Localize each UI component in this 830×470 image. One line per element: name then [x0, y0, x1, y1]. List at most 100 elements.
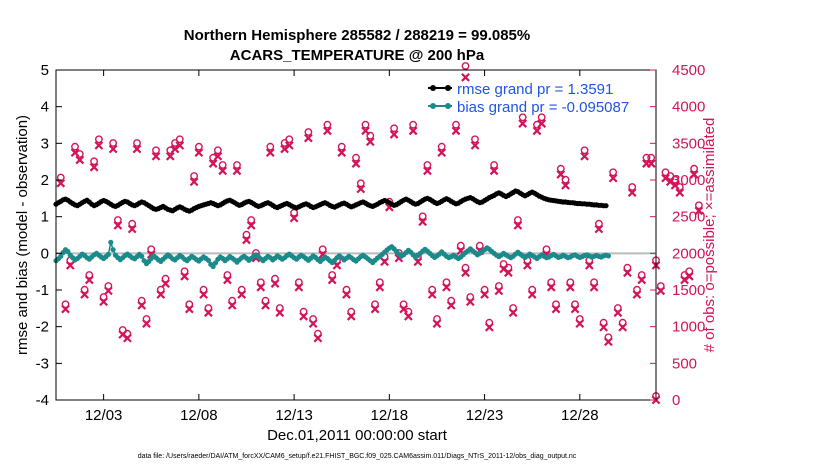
obs-assimilated-marker	[313, 333, 323, 343]
obs-assimilated-marker	[404, 311, 413, 321]
obs-possible-marker	[452, 120, 460, 129]
obs-possible-marker	[471, 135, 479, 144]
x-axis-label: Dec.01,2011 00:00:00 start	[267, 427, 448, 444]
x-tick-label: 12/03	[85, 407, 123, 424]
obs-assimilated-marker	[627, 188, 637, 198]
obs-assimilated-marker	[265, 148, 275, 158]
obs-assimilated-marker	[604, 337, 613, 347]
y-left-tick-label: 3	[41, 135, 49, 152]
obs-assimilated-marker	[565, 282, 575, 292]
obs-assimilated-marker	[594, 224, 604, 234]
obs-assimilated-marker	[142, 319, 151, 328]
obs-possible-marker	[518, 113, 527, 122]
legend: rmse grand pr = 1.3591 bias grand pr = -…	[428, 81, 629, 116]
rmse-series	[53, 188, 609, 214]
obs-possible-marker	[242, 230, 251, 239]
obs-assimilated-marker	[484, 322, 494, 332]
x-tick-label: 12/13	[275, 407, 313, 424]
obs-possible-marker	[161, 274, 170, 283]
bias-point	[212, 260, 219, 266]
obs-assimilated-marker	[451, 126, 461, 136]
obs-possible-marker	[580, 146, 589, 155]
x-tick-label: 12/18	[371, 407, 409, 424]
obs-possible-marker	[294, 278, 303, 287]
obs-assimilated-marker	[408, 126, 418, 136]
obs-assimilated-marker	[546, 282, 556, 292]
obs-possible-marker	[114, 216, 122, 224]
obs-possible-marker	[361, 120, 370, 129]
y-right-tick-label: 3000	[672, 172, 705, 189]
obs-assimilated-marker	[242, 235, 251, 245]
bias-point	[605, 253, 612, 259]
obs-assimilated-marker	[389, 130, 399, 139]
obs-possible-marker	[304, 128, 313, 136]
obs-possible-marker	[423, 161, 432, 169]
obs-assimilated-marker	[694, 206, 704, 216]
obs-possible-marker	[233, 161, 241, 169]
obs-possible-marker	[642, 153, 651, 162]
obs-possible-marker	[528, 285, 537, 294]
obs-assimilated-marker	[623, 268, 632, 278]
y-axis-left: -4 -3 -2 -1 0 1 2 3 4 5	[36, 62, 62, 409]
obs-assimilated-marker	[399, 304, 408, 314]
obs-possible-marker	[628, 183, 637, 191]
obs-possible-marker	[180, 267, 189, 276]
y-right-tick-label: 4000	[672, 99, 705, 116]
obs-assimilated-marker	[551, 304, 561, 314]
y-left-tick-label: 1	[41, 209, 49, 226]
obs-assimilated-marker	[99, 297, 108, 307]
obs-possible-marker	[666, 172, 675, 180]
obs-assimilated-marker	[527, 290, 537, 299]
obs-assimilated-marker	[61, 304, 70, 314]
obs-assimilated-marker	[608, 173, 618, 183]
obs-possible-marker	[375, 278, 384, 287]
obs-assimilated-marker	[104, 286, 113, 296]
y-right-tick-label: 4500	[672, 62, 705, 79]
obs-possible-marker	[428, 285, 437, 294]
obs-assimilated-marker	[580, 151, 589, 161]
obs-possible-marker	[285, 135, 294, 144]
obs-assimilated-marker	[304, 133, 313, 143]
obs-assimilated-marker	[175, 141, 185, 150]
obs-possible-marker	[318, 245, 327, 254]
y-left-tick-label: -2	[36, 319, 49, 336]
obs-assimilated-marker	[127, 224, 137, 234]
y-axis-right: 0 500 1000 1500 2000 2500 3000 3500 4000 4500	[650, 62, 705, 409]
obs-assimilated-marker	[342, 290, 351, 299]
obs-assimilated-marker	[675, 188, 685, 198]
x-tick-label: 12/08	[180, 407, 218, 424]
obs-possible-marker	[656, 282, 665, 290]
obs-assimilated-marker	[461, 72, 470, 82]
obs-possible-marker	[695, 201, 703, 210]
obs-count-markers	[56, 62, 704, 405]
obs-assimilated-marker	[294, 282, 304, 292]
obs-possible-marker	[109, 139, 118, 147]
obs-assimilated-marker	[261, 301, 270, 310]
obs-possible-marker	[494, 282, 503, 290]
obs-assimilated-marker	[584, 261, 594, 270]
obs-assimilated-marker	[308, 319, 318, 328]
obs-assimilated-marker	[637, 275, 647, 285]
obs-assimilated-marker	[518, 119, 528, 128]
obs-assimilated-marker	[504, 268, 513, 278]
obs-assimilated-marker	[289, 213, 299, 223]
obs-possible-marker	[90, 157, 99, 166]
obs-assimilated-marker	[237, 290, 247, 299]
obs-possible-marker	[85, 271, 94, 279]
legend-rmse-marker	[430, 85, 436, 91]
obs-possible-marker	[175, 135, 184, 144]
y-right-tick-label: 2500	[672, 209, 705, 226]
obs-possible-marker	[356, 179, 365, 188]
obs-assimilated-marker	[480, 290, 489, 299]
obs-possible-marker	[213, 146, 222, 155]
rmse-point	[603, 203, 609, 209]
obs-assimilated-marker	[199, 290, 208, 299]
legend-rmse-marker	[445, 85, 451, 91]
obs-assimilated-marker	[589, 282, 599, 292]
obs-assimilated-marker	[56, 178, 66, 188]
obs-assimilated-marker	[470, 141, 480, 150]
obs-possible-marker	[514, 216, 522, 224]
obs-assimilated-marker	[432, 319, 442, 328]
obs-possible-marker	[466, 293, 475, 301]
obs-assimilated-marker	[513, 221, 523, 230]
